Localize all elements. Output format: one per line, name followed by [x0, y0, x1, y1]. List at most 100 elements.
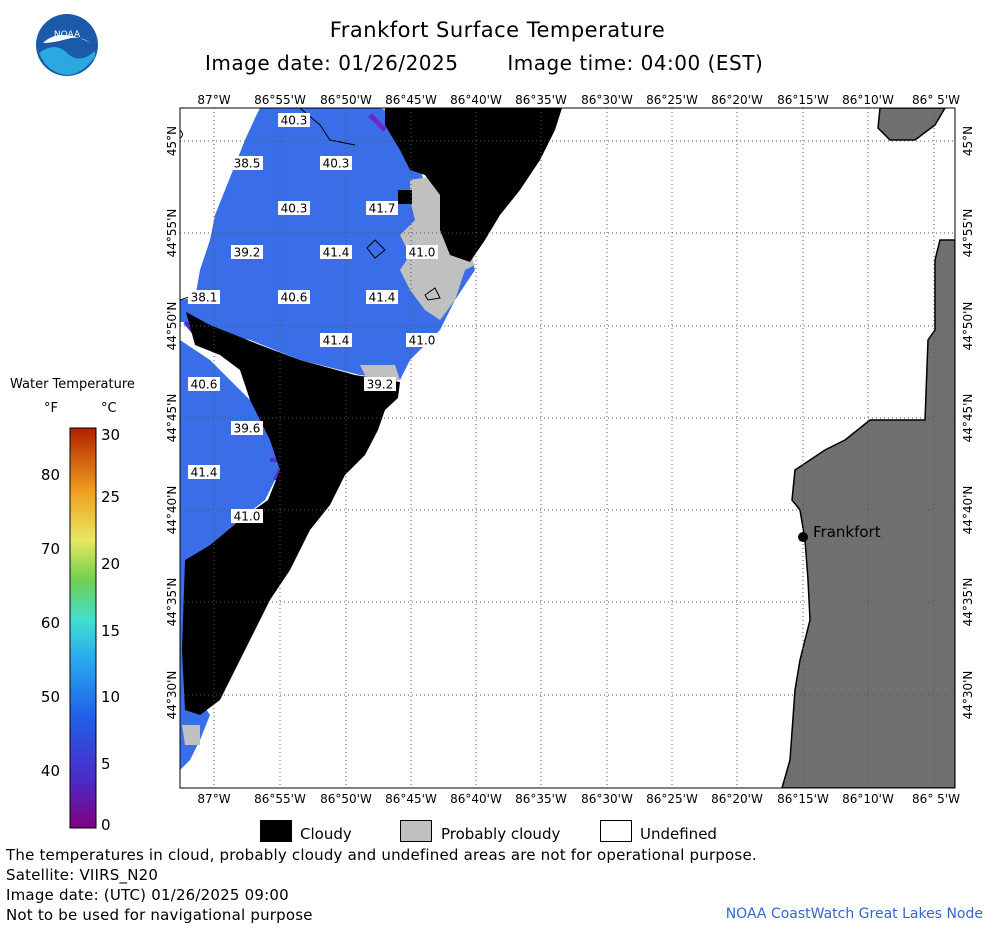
temperature-value: 40.6 — [281, 291, 308, 305]
temperature-value: 39.2 — [367, 378, 394, 392]
lat-label: 45°N — [165, 126, 179, 156]
contour-line — [180, 129, 183, 139]
map-frame — [179, 107, 956, 789]
lon-label: 86°10'W — [842, 792, 894, 806]
temperature-value: 41.0 — [409, 246, 436, 260]
lat-label: 44°30'N — [961, 671, 975, 720]
map-title: Frankfort Surface Temperature — [329, 18, 666, 42]
key-cloudy-label: Cloudy — [300, 825, 352, 843]
lon-label: 86°20'W — [711, 792, 763, 806]
lon-label: 86°15'W — [777, 792, 829, 806]
temperature-label: 38.5 — [231, 156, 263, 171]
lat-label: 44°40'N — [961, 486, 975, 535]
lon-label: 86°25'W — [646, 792, 698, 806]
temperature-label: 41.0 — [406, 333, 438, 348]
temperature-value: 41.4 — [323, 334, 350, 348]
temperature-label: 41.4 — [320, 245, 352, 260]
lon-label: 86°50'W — [320, 93, 372, 107]
lon-label: 86°45'W — [385, 792, 437, 806]
temperature-value: 41.7 — [369, 202, 396, 216]
f-tick: 70 — [41, 540, 60, 558]
lon-label: 86° 5'W — [912, 93, 960, 107]
color-bar — [69, 427, 97, 829]
temperature-label: 40.3 — [278, 201, 310, 216]
credit-link[interactable]: NOAA CoastWatch Great Lakes Node — [725, 906, 983, 922]
f-tick: 50 — [41, 688, 60, 706]
temperature-value: 41.4 — [191, 466, 218, 480]
c-tick: 10 — [101, 688, 120, 706]
lon-label: 86°35'W — [515, 792, 567, 806]
c-tick: 15 — [101, 622, 120, 640]
lon-label: 86°50'W — [320, 792, 372, 806]
lon-label: 86°30'W — [581, 93, 633, 107]
temperature-value: 40.3 — [323, 157, 350, 171]
legend-title: Water Temperature — [10, 377, 135, 392]
c-tick: 30 — [101, 426, 120, 444]
lon-label: 86°20'W — [711, 93, 763, 107]
lat-label: 44°50'N — [961, 302, 975, 351]
c-tick: 25 — [101, 488, 120, 506]
lat-label: 44°35'N — [165, 578, 179, 627]
lat-label: 44°45'N — [961, 394, 975, 443]
probably-cloudy-area — [182, 725, 200, 745]
temperature-label: 41.4 — [188, 465, 220, 480]
temperature-label: 39.6 — [231, 421, 263, 436]
lon-label: 87°W — [197, 93, 230, 107]
lon-label: 86°40'W — [450, 792, 502, 806]
temperature-label: 39.2 — [364, 377, 396, 392]
temperature-label: 40.3 — [278, 113, 310, 128]
temperature-value: 39.2 — [234, 246, 261, 260]
temperature-label: 39.2 — [231, 245, 263, 260]
f-tick: 80 — [41, 466, 60, 484]
logo-text: NOAA — [54, 30, 81, 40]
temperature-value: 41.0 — [234, 510, 261, 524]
temperature-labels: 40.3 38.5 40.3 40.3 41.7 39.2 41.4 41.0 38.1 40.6… — [188, 113, 438, 524]
temperature-value: 41.4 — [323, 246, 350, 260]
lat-label: 45°N — [961, 126, 975, 156]
temperature-value: 40.3 — [281, 114, 308, 128]
lat-label: 44°55'N — [961, 209, 975, 258]
key-undefined-label: Undefined — [640, 825, 717, 843]
temperature-value: 41.4 — [369, 291, 396, 305]
lon-label: 87°W — [197, 792, 230, 806]
footer-note: The temperatures in cloud, probably clou… — [6, 846, 757, 864]
lon-label: 86°55'W — [254, 792, 306, 806]
key-undefined-swatch — [600, 820, 632, 842]
lon-label: 86°30'W — [581, 792, 633, 806]
temperature-label: 41.0 — [406, 245, 438, 260]
temperature-label: 41.4 — [366, 290, 398, 305]
footer-nav-warning: Not to be used for navigational purpose — [6, 906, 313, 924]
temperature-label: 41.7 — [366, 201, 398, 216]
city-label: Frankfort — [813, 523, 881, 541]
temperature-value: 40.3 — [281, 202, 308, 216]
key-cloudy-swatch — [260, 820, 292, 842]
lon-label: 86°40'W — [450, 93, 502, 107]
image-date: Image date: 01/26/2025 — [205, 51, 459, 75]
temperature-label: 40.6 — [188, 377, 220, 392]
land-area-north — [877, 108, 946, 141]
key-probably-cloudy-label: Probably cloudy — [441, 825, 561, 843]
water-region — [180, 108, 475, 640]
lat-label: 44°40'N — [165, 486, 179, 535]
temperature-label: 40.6 — [278, 290, 310, 305]
graticule — [180, 108, 955, 788]
lon-label: 86°15'W — [777, 93, 829, 107]
c-tick: 20 — [101, 555, 120, 573]
temperature-value: 39.6 — [234, 422, 261, 436]
temperature-label: 38.1 — [188, 290, 220, 305]
lon-label: 86°45'W — [385, 93, 437, 107]
unit-fahrenheit: °F — [44, 401, 58, 416]
lat-label: 44°45'N — [165, 394, 179, 443]
lon-label: 86° 5'W — [912, 792, 960, 806]
temperature-label: 40.3 — [320, 156, 352, 171]
land-area — [781, 239, 955, 788]
image-time: Image time: 04:00 (EST) — [507, 51, 764, 75]
cold-edge — [368, 113, 387, 132]
lat-label: 44°30'N — [165, 671, 179, 720]
lon-label: 86°25'W — [646, 93, 698, 107]
temperature-value: 38.5 — [234, 157, 261, 171]
contour-line — [366, 239, 386, 259]
temperature-value: 40.6 — [191, 378, 218, 392]
lat-label: 44°55'N — [165, 209, 179, 258]
